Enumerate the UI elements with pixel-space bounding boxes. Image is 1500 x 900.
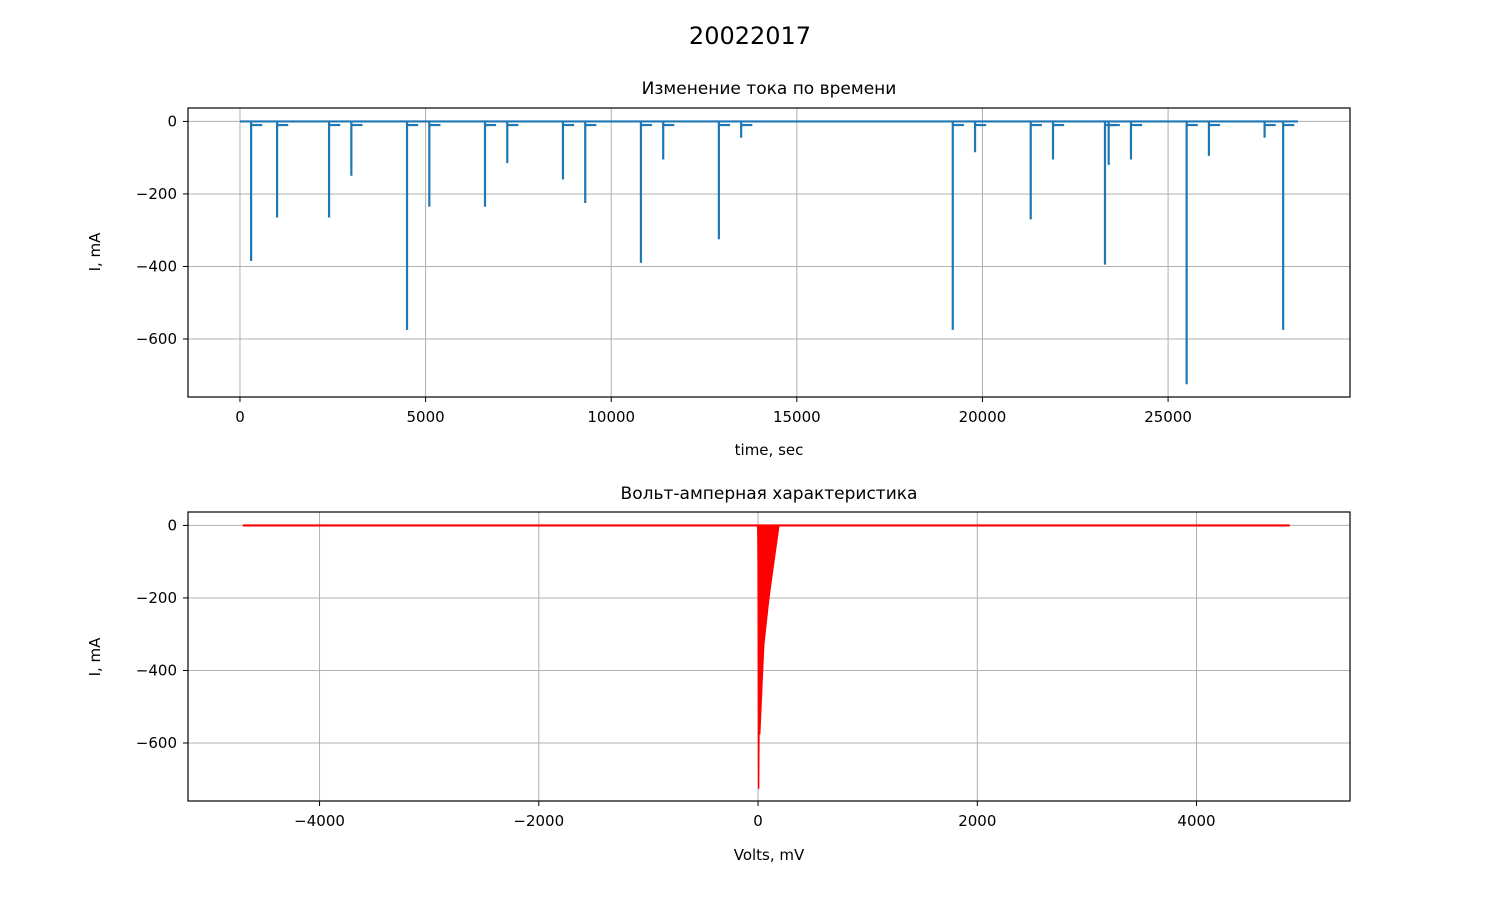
x-tick-label: −4000 <box>294 812 345 830</box>
iv-branch <box>757 524 780 645</box>
x-tick-label: 20000 <box>959 408 1007 426</box>
plot-frame <box>187 511 1351 802</box>
x-tick-label: 25000 <box>1144 408 1192 426</box>
figure-suptitle: 20022017 <box>689 22 811 50</box>
y-tick-label: −600 <box>136 734 177 752</box>
x-axis-label: time, sec <box>735 441 804 459</box>
x-tick-label: 0 <box>235 408 245 426</box>
y-axis-label: I, mA <box>86 232 104 272</box>
x-tick-label: 10000 <box>587 408 635 426</box>
iv-characteristic-chart: Вольт-амперная характеристика Volts, mV … <box>86 484 1351 864</box>
y-tick-label: −400 <box>136 661 177 679</box>
x-tick-label: 4000 <box>1177 812 1215 830</box>
x-tick-label: 5000 <box>407 408 445 426</box>
x-tick-label: −2000 <box>513 812 564 830</box>
y-tick-label: −200 <box>136 185 177 203</box>
plot-frame <box>187 107 1351 398</box>
y-tick-label: 0 <box>167 516 177 534</box>
x-tick-label: 15000 <box>773 408 821 426</box>
chart-title: Изменение тока по времени <box>642 79 897 99</box>
y-axis-label: I, mA <box>86 637 104 677</box>
x-axis-label: Volts, mV <box>734 846 805 864</box>
y-tick-label: −200 <box>136 589 177 607</box>
current-vs-time-chart: Изменение тока по времени time, sec I, m… <box>86 79 1351 459</box>
chart-title: Вольт-амперная характеристика <box>621 484 918 504</box>
y-tick-label: −400 <box>136 257 177 275</box>
x-tick-label: 2000 <box>958 812 996 830</box>
y-tick-label: 0 <box>167 112 177 130</box>
x-tick-label: 0 <box>753 812 763 830</box>
y-tick-label: −600 <box>136 330 177 348</box>
